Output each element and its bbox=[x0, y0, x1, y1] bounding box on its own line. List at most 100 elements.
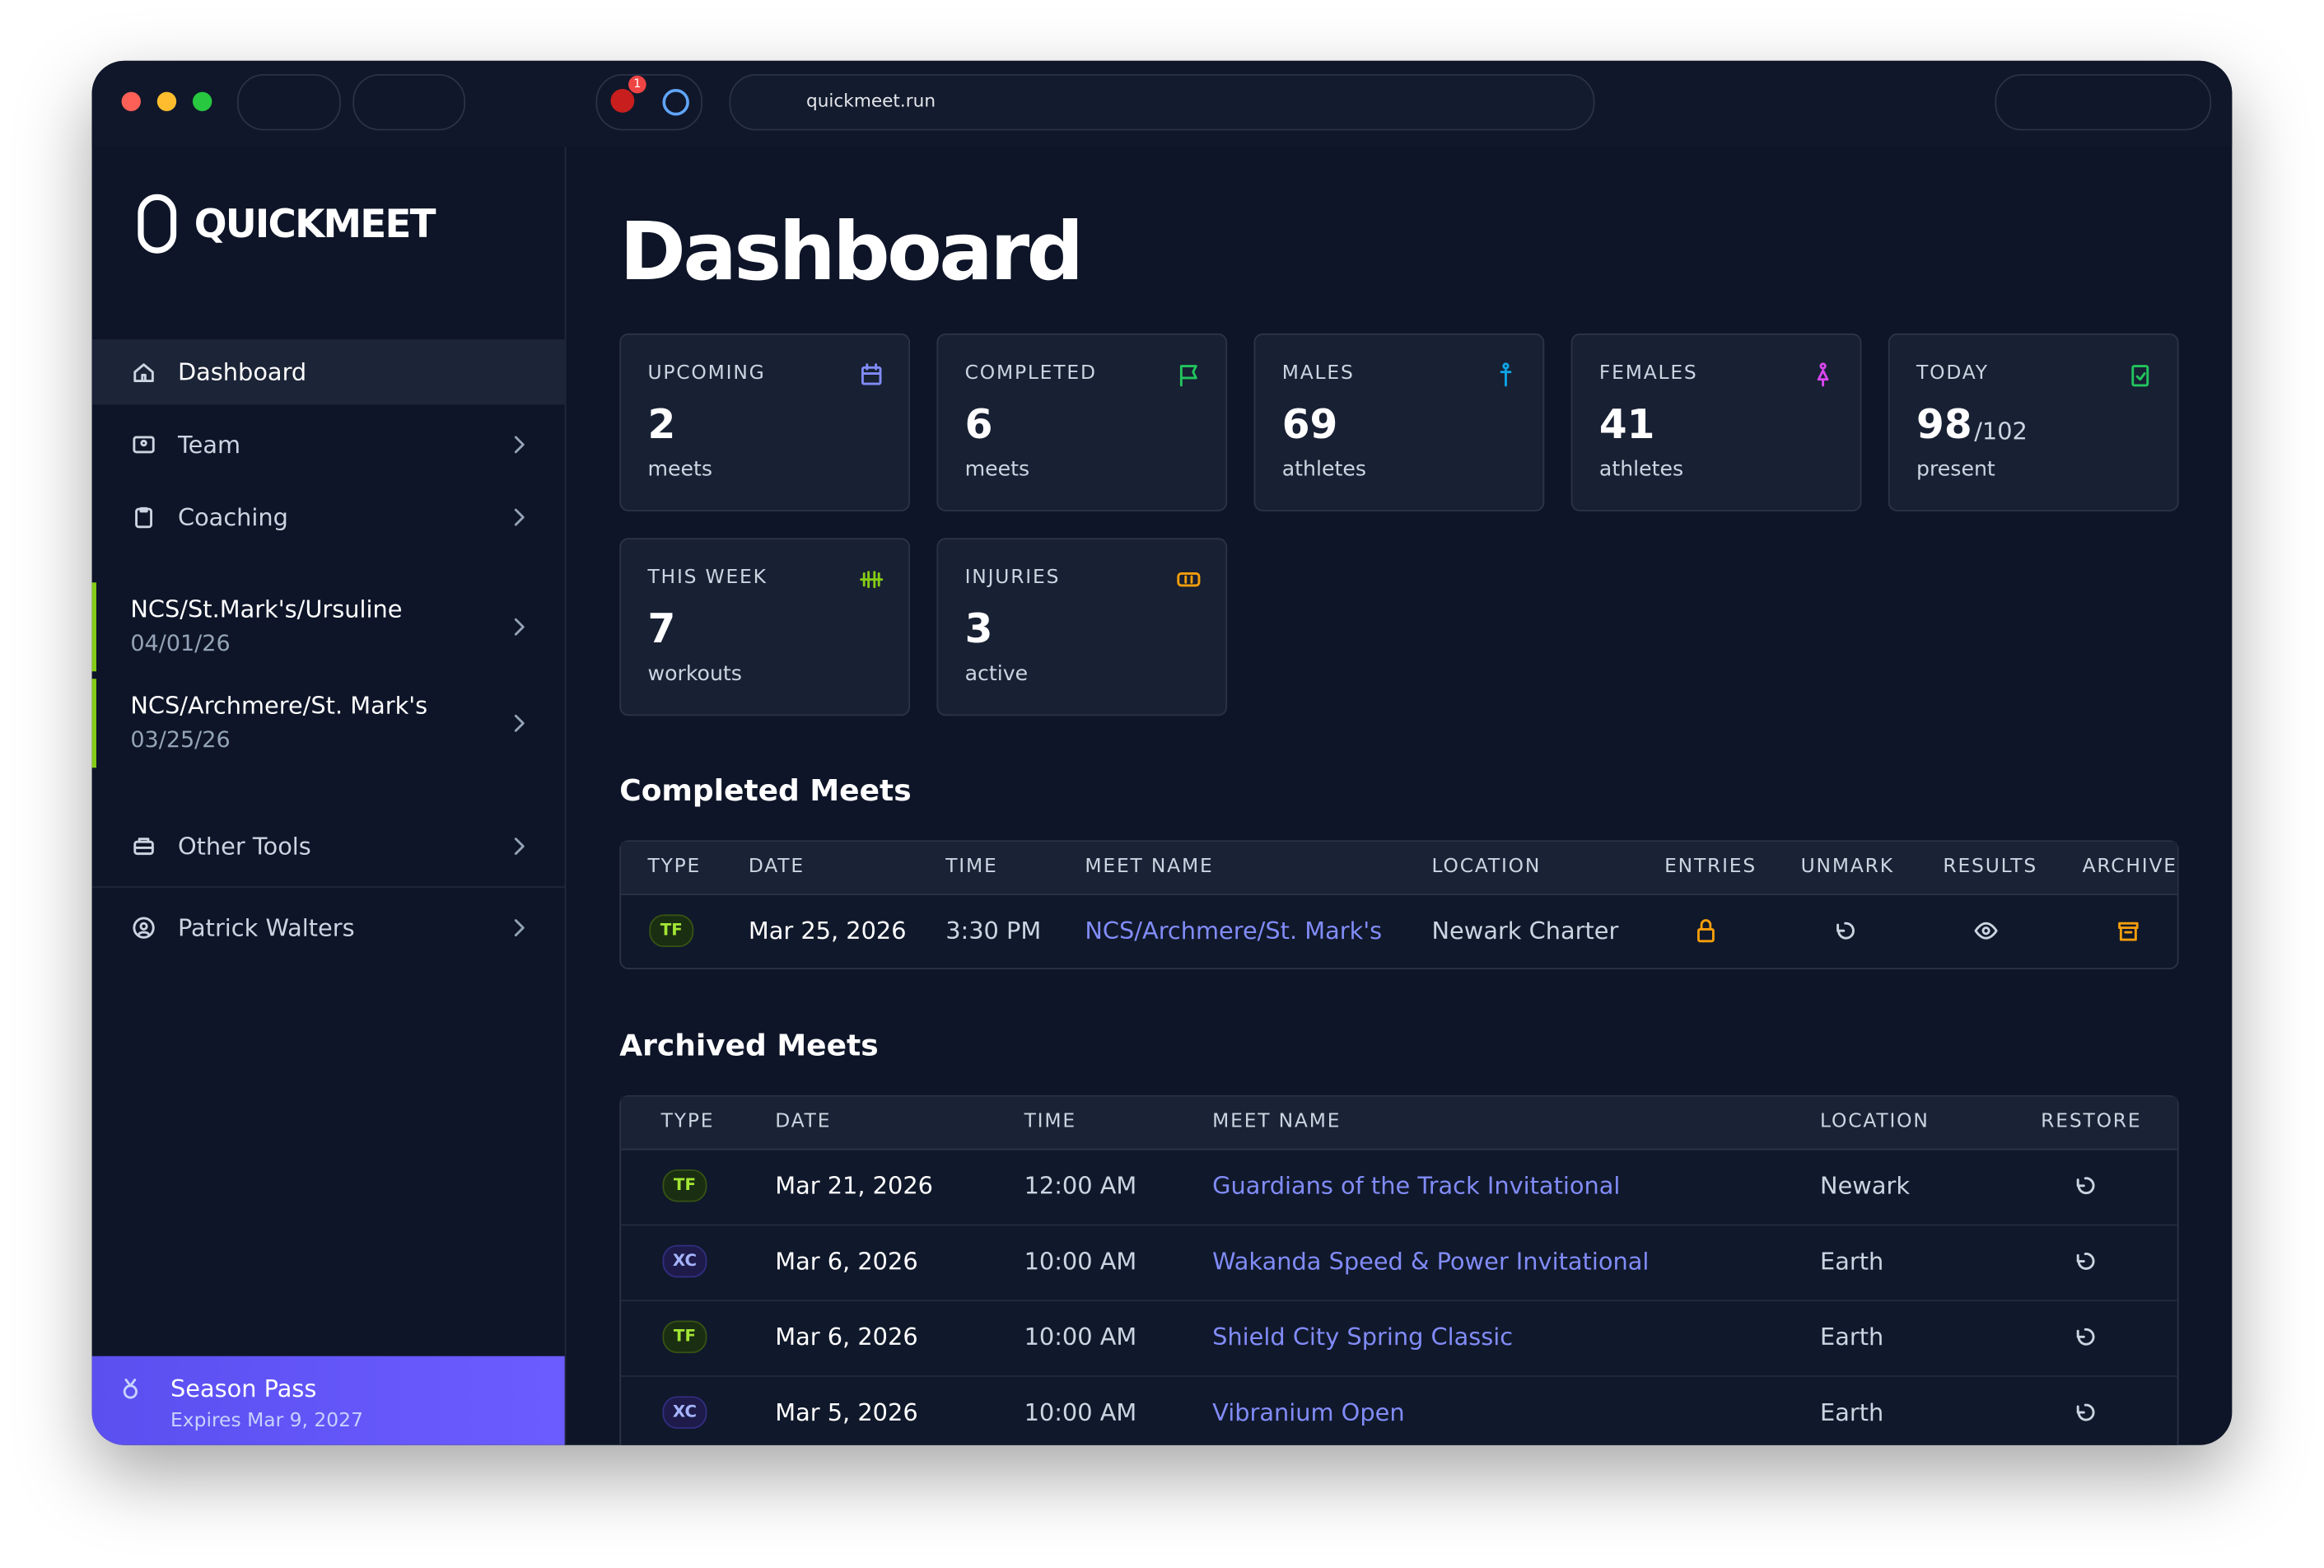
season-pass[interactable] bbox=[91, 1356, 565, 1445]
meet-link[interactable]: NCS/Archmere/St. Mark's bbox=[1085, 917, 1383, 945]
action-icon[interactable] bbox=[2072, 1248, 2098, 1274]
stat-card bbox=[936, 333, 1228, 511]
action-icon[interactable] bbox=[1972, 917, 1999, 944]
tool-item[interactable]: Patrick Walters bbox=[177, 913, 355, 942]
stat-icon bbox=[858, 566, 884, 592]
type-badge: TF bbox=[662, 1169, 707, 1202]
stat-card bbox=[1253, 333, 1545, 511]
column-header: UNMARK bbox=[1800, 856, 1894, 879]
stat-card bbox=[619, 538, 911, 716]
password-icon[interactable] bbox=[662, 88, 689, 116]
ext-badge: 1 bbox=[628, 75, 646, 94]
column-header: TYPE bbox=[647, 856, 702, 879]
stat-unit: active bbox=[964, 662, 1029, 687]
meet-link[interactable]: Wakanda Speed & Power Invitational bbox=[1212, 1247, 1650, 1276]
section-title: Archived Meets bbox=[619, 1027, 879, 1063]
close[interactable] bbox=[121, 91, 141, 111]
meet-link[interactable]: Vibranium Open bbox=[1212, 1398, 1405, 1427]
tool-item[interactable]: Other Tools bbox=[177, 832, 311, 861]
nav-buttons[interactable] bbox=[352, 73, 466, 131]
column-header: DATE bbox=[775, 1110, 832, 1133]
stat-value: 41 bbox=[1598, 402, 1655, 449]
action-icon[interactable] bbox=[2072, 1399, 2098, 1426]
stat-label: INJURIES bbox=[964, 567, 1061, 590]
location: Earth bbox=[1820, 1323, 1884, 1351]
section-title: Completed Meets bbox=[619, 772, 912, 808]
stat-total: /102 bbox=[1974, 417, 2028, 446]
meet-name[interactable]: NCS/St.Mark's/Ursuline bbox=[130, 595, 403, 623]
logo-text: QUICKMEET bbox=[194, 203, 436, 248]
action-icon[interactable] bbox=[1832, 917, 1858, 944]
nav-icon bbox=[130, 432, 156, 458]
stat-value: 6 bbox=[964, 402, 993, 449]
stat-icon bbox=[1175, 566, 1202, 592]
maximize[interactable] bbox=[192, 91, 212, 111]
column-header: RESTORE bbox=[2041, 1110, 2142, 1133]
chevron bbox=[506, 614, 532, 640]
chevron bbox=[506, 710, 532, 736]
stat-label: COMPLETED bbox=[964, 362, 1097, 385]
chevron bbox=[506, 914, 532, 940]
toolbar-actions[interactable] bbox=[1995, 73, 2212, 131]
action-icon[interactable] bbox=[2072, 1323, 2098, 1350]
extensions[interactable] bbox=[595, 73, 703, 131]
tool-icon bbox=[130, 833, 156, 859]
time: 10:00 AM bbox=[1024, 1323, 1137, 1351]
time: 10:00 AM bbox=[1024, 1398, 1137, 1427]
nav-item[interactable]: Dashboard bbox=[177, 357, 307, 386]
date: Mar 6, 2026 bbox=[775, 1247, 918, 1276]
row-divider bbox=[621, 1224, 2177, 1226]
type-badge: TF bbox=[662, 1320, 707, 1354]
nav-item[interactable]: Team bbox=[177, 430, 241, 460]
chevron bbox=[506, 432, 532, 458]
url: quickmeet.run bbox=[806, 90, 936, 111]
date: Mar 21, 2026 bbox=[775, 1171, 933, 1200]
location: Earth bbox=[1820, 1398, 1884, 1427]
date: Mar 25, 2026 bbox=[748, 917, 907, 945]
pass-icon bbox=[117, 1375, 143, 1402]
action-icon[interactable] bbox=[2072, 1173, 2098, 1199]
nav-active bbox=[91, 339, 565, 405]
meet-name[interactable]: NCS/Archmere/St. Mark's bbox=[130, 691, 428, 720]
minimize[interactable] bbox=[156, 91, 177, 111]
table-header bbox=[621, 842, 2177, 896]
stat-unit: meets bbox=[964, 458, 1030, 482]
stat-value: 69 bbox=[1281, 402, 1338, 449]
column-header: MEET NAME bbox=[1085, 856, 1214, 879]
divider bbox=[91, 886, 565, 889]
column-header: TYPE bbox=[660, 1110, 715, 1133]
table bbox=[619, 1094, 2179, 1445]
column-header: LOCATION bbox=[1431, 856, 1542, 879]
row-divider bbox=[621, 1300, 2177, 1302]
meet-marker bbox=[91, 679, 96, 768]
logo-mark bbox=[138, 194, 177, 254]
nav-item[interactable]: Coaching bbox=[177, 502, 288, 532]
column-header: ENTRIES bbox=[1664, 856, 1757, 879]
pass-expires: Expires Mar 9, 2027 bbox=[170, 1410, 363, 1433]
pass-title: Season Pass bbox=[170, 1374, 317, 1403]
date: Mar 5, 2026 bbox=[775, 1398, 918, 1427]
stat-card bbox=[936, 538, 1228, 716]
address-bar[interactable] bbox=[729, 73, 1595, 131]
stat-value: 2 bbox=[647, 402, 676, 449]
page-title: Dashboard bbox=[619, 205, 1084, 299]
table-header bbox=[621, 1096, 2177, 1150]
stat-value: 3 bbox=[964, 606, 993, 653]
action-icon[interactable] bbox=[2115, 917, 2141, 944]
action-icon[interactable] bbox=[1692, 917, 1719, 944]
nav-icon bbox=[130, 504, 156, 530]
stat-icon bbox=[1492, 362, 1519, 388]
stat-card bbox=[1888, 333, 2179, 511]
time: 3:30 PM bbox=[945, 917, 1042, 945]
time: 12:00 AM bbox=[1024, 1171, 1137, 1200]
stat-icon bbox=[1809, 362, 1836, 388]
meet-link[interactable]: Shield City Spring Classic bbox=[1212, 1323, 1514, 1351]
sidebar-toggle[interactable] bbox=[236, 73, 341, 131]
location: Earth bbox=[1820, 1247, 1884, 1276]
stat-icon bbox=[858, 362, 884, 388]
type-badge: XC bbox=[662, 1396, 707, 1429]
meet-link[interactable]: Guardians of the Track Invitational bbox=[1212, 1171, 1621, 1200]
stat-value: 7 bbox=[647, 606, 676, 653]
ext-icon[interactable] bbox=[610, 88, 635, 113]
